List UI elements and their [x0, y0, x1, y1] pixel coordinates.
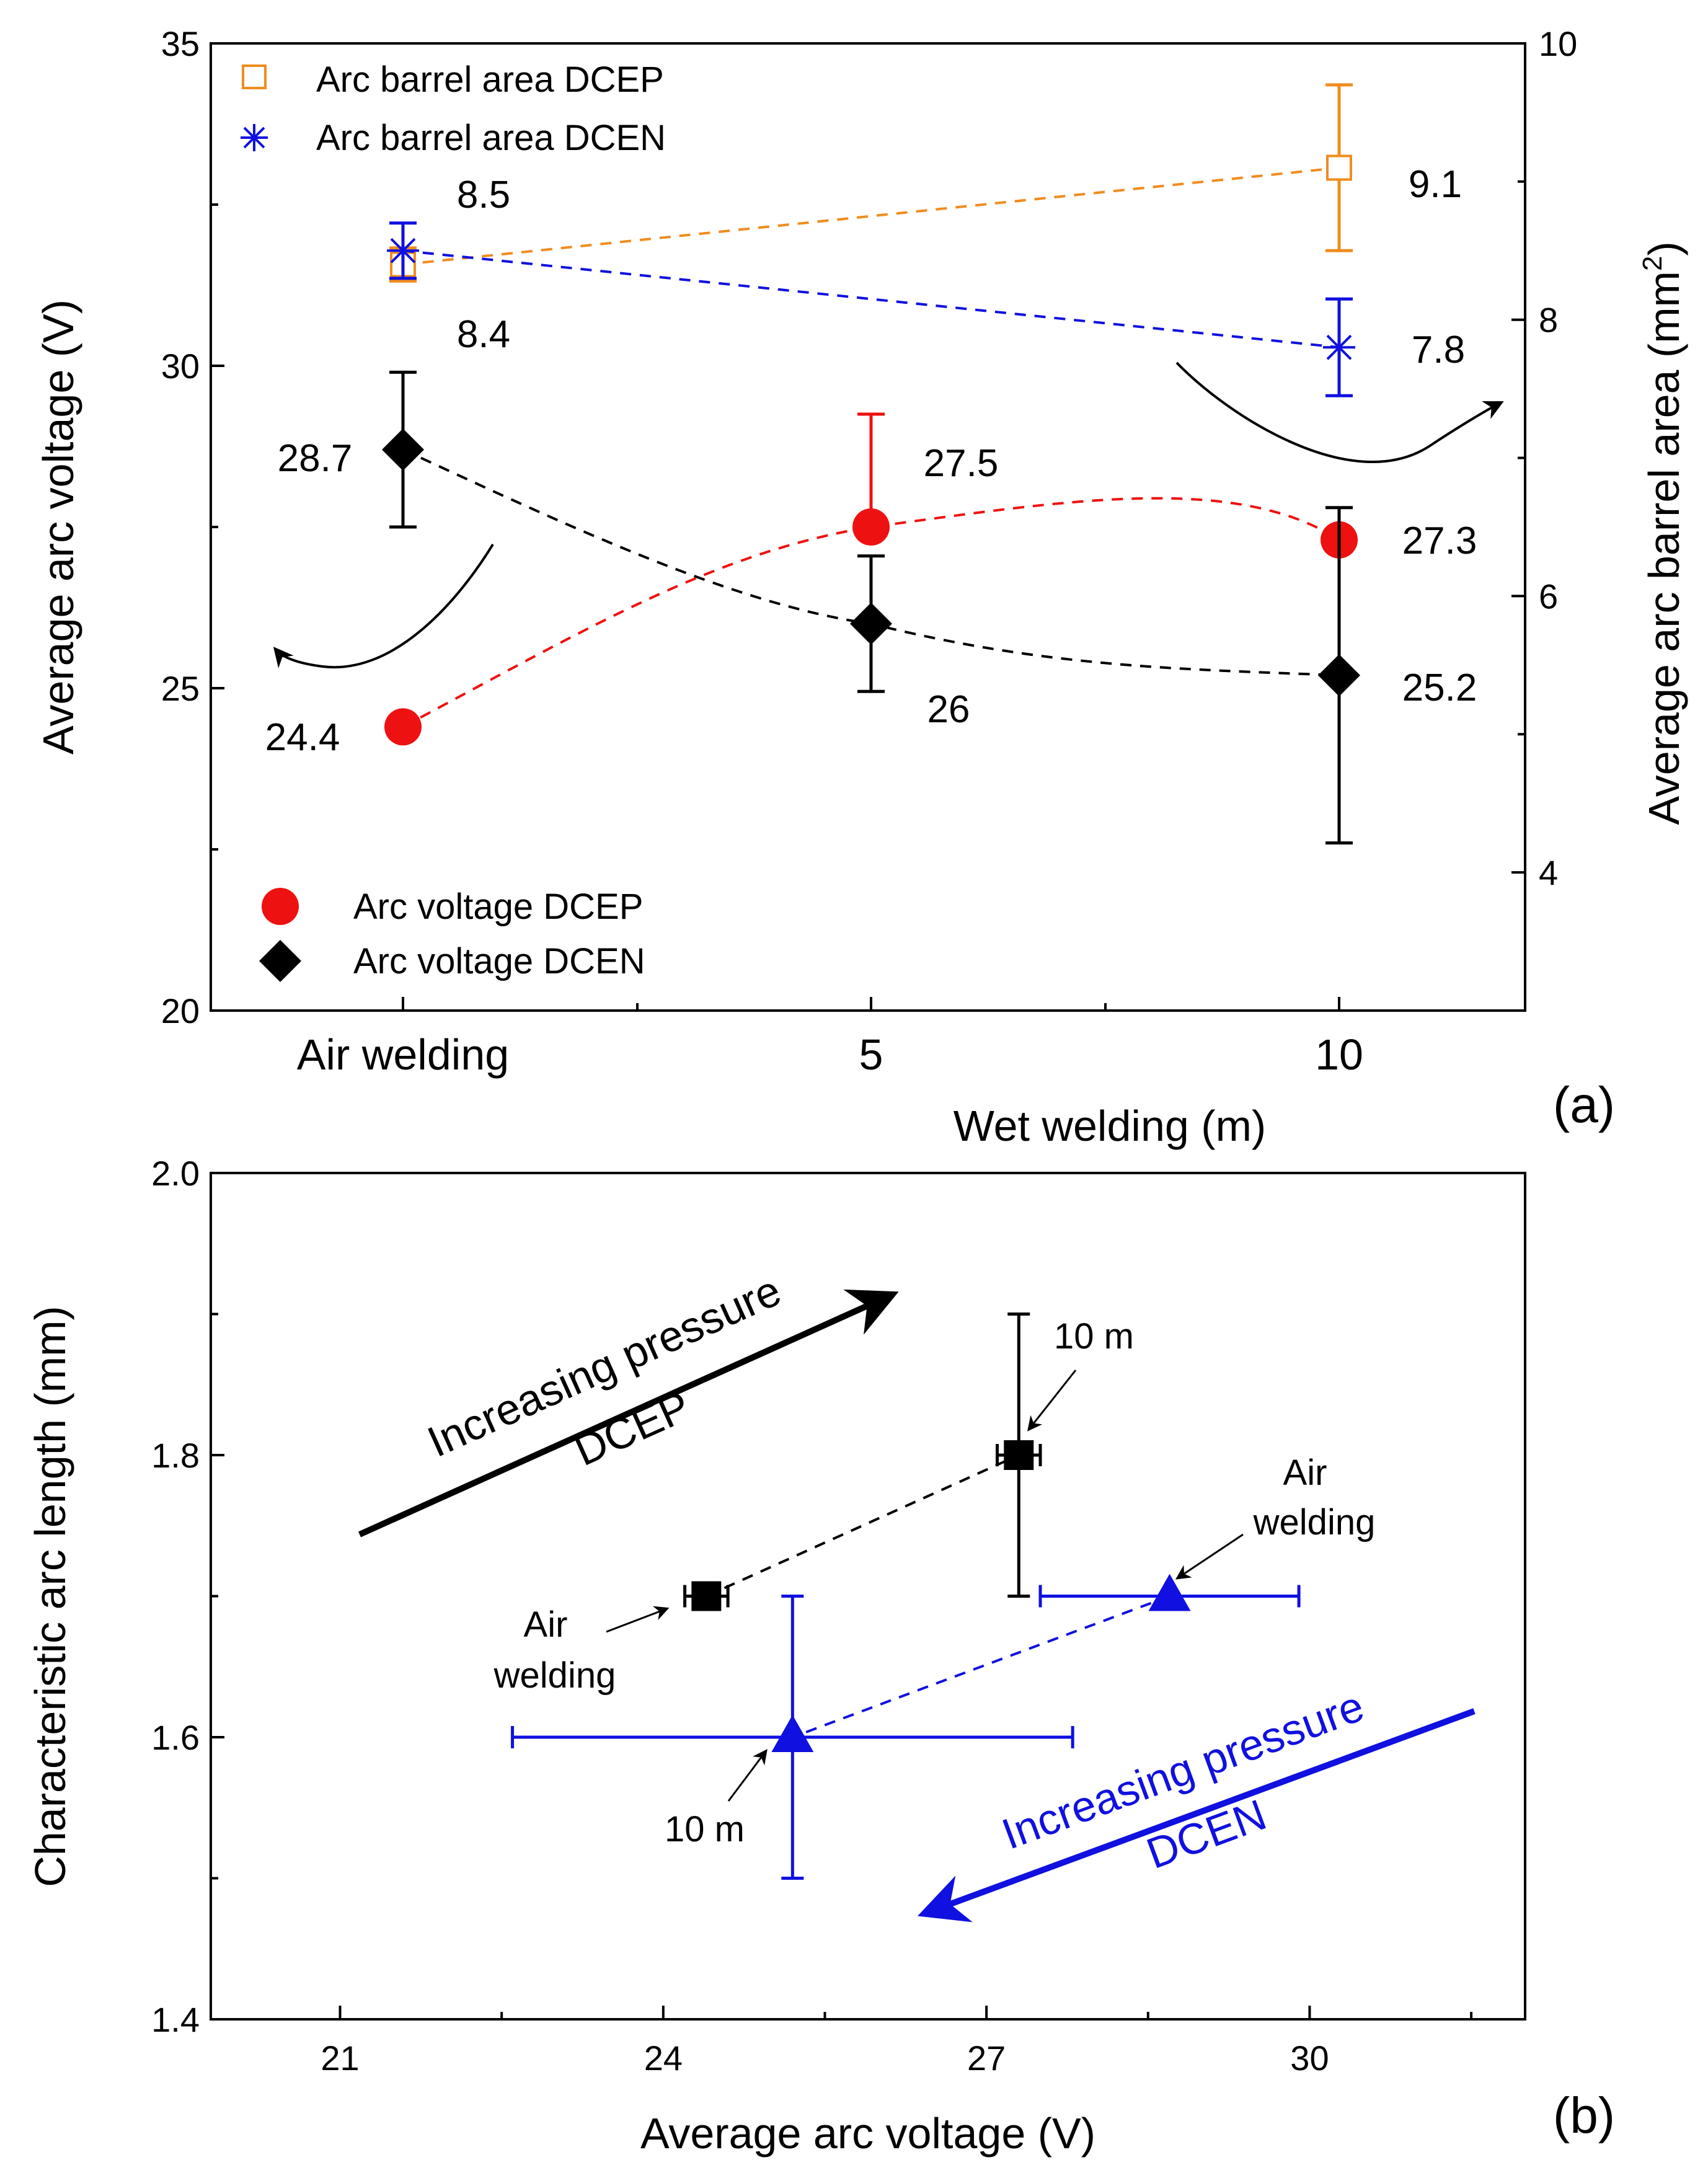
y-tick-label: 1.4: [151, 2000, 200, 2039]
data-label: 9.1: [1409, 163, 1462, 206]
ylabel-right-main: Average arc barrel area (mm: [1640, 271, 1688, 825]
data-label: 8.5: [457, 174, 510, 216]
x-tick-label: 10: [1315, 1030, 1363, 1079]
x-tick-label: Air welding: [297, 1030, 509, 1079]
ylabel-right-close: ): [1640, 241, 1688, 255]
legend-label-barrel-dcen: Arc barrel area DCEN: [316, 118, 666, 158]
panel-b: 21 24 27 30 1.4 1.6 1.8 2.0 Characteristic arc …: [26, 1154, 1615, 2158]
panel-a-xlabel: Wet welding (m): [954, 1102, 1266, 1150]
series-voltage-dcep-line: [402, 497, 1340, 728]
y-tick-label: 1.8: [151, 1436, 200, 1475]
legend-label-voltage-dcep: Arc voltage DCEP: [353, 887, 643, 927]
point-voltage-dcen: [850, 603, 892, 645]
anno-dcen-10m: 10 m: [665, 1809, 745, 1849]
panel-a-tag: (a): [1553, 1077, 1615, 1133]
anno-dcen-air-pointer: [1175, 1533, 1244, 1580]
point-dcep: [1004, 1440, 1034, 1470]
y-tick-label: 1.6: [151, 1718, 200, 1757]
y-tick-label: 2.0: [151, 1154, 200, 1193]
point-dcen: [771, 1715, 814, 1752]
panel-a-axes: 20 25 30 35 4 6 8 10 Air welding 5 10: [161, 24, 1578, 1079]
series-dcep-line: [706, 1454, 1020, 1598]
y-right-tick-label: 6: [1539, 577, 1558, 616]
data-label: 27.5: [924, 442, 999, 485]
panel-a-series: 8.5 8.4 9.1 7.8 28.7 27.5 27.3 26 25.2 24.4: [265, 83, 1477, 845]
panel-a: 20 25 30 35 4 6 8 10 Air welding 5 10 8.5 8.4 9.1 7.8…: [34, 24, 1688, 1150]
point-voltage-dcen: [1318, 654, 1360, 697]
y-left-tick-label: 30: [161, 347, 200, 386]
arrow-increasing-pressure-dcen: [917, 1708, 1476, 1923]
series-barrel-dcen-line: [402, 249, 1340, 349]
panel-a-ylabel-left: Average arc voltage (V): [34, 299, 82, 755]
data-label: 24.4: [265, 716, 340, 759]
panel-b-frame: [210, 1172, 1526, 2021]
label-dcen-arrow: Increasing pressure DCEN: [996, 1681, 1370, 1878]
panel-b-series: [511, 1313, 1301, 1880]
asterisk-stroke: [1326, 334, 1352, 360]
y-left-tick-label: 25: [161, 669, 200, 708]
x-tick-label: 24: [644, 2039, 683, 2078]
y-right-tick-label: 4: [1539, 853, 1558, 892]
label-dcep-arrow: Increasing pressure DCEP: [420, 1266, 788, 1475]
curve-arrow-right: [1175, 361, 1504, 464]
x-tick-label: 21: [321, 2039, 359, 2078]
x-tick-label: 5: [859, 1030, 883, 1079]
y-right-tick-label: 8: [1539, 301, 1558, 340]
anno-dcen-10m-pointer: [727, 1749, 768, 1802]
curve-arrow-left: [273, 543, 494, 669]
data-label: 27.3: [1402, 520, 1477, 562]
anno-dcen-air-2: welding: [1253, 1502, 1376, 1543]
anno-dcep-air-1: Air: [524, 1605, 568, 1645]
point-barrel-dcen: [1323, 331, 1355, 364]
legend-marker-barrel-dcep: [242, 64, 267, 89]
series-barrel-dcep-line: [402, 166, 1340, 266]
anno-dcep-10m-pointer: [1027, 1370, 1077, 1432]
panel-a-ylabel-right: Average arc barrel area (mm2): [1637, 241, 1688, 825]
point-barrel-dcep: [1326, 154, 1352, 181]
series-dcen-line: [792, 1595, 1170, 1738]
y-left-tick-label: 35: [161, 24, 200, 63]
ylabel-right-sup: 2: [1637, 256, 1668, 271]
y-right-tick-label: 10: [1539, 24, 1577, 63]
anno-dcep-air-2: welding: [493, 1655, 616, 1696]
panel-b-xlabel: Average arc voltage (V): [640, 2109, 1095, 2158]
data-label: 25.2: [1402, 666, 1477, 709]
data-label: 8.4: [457, 313, 510, 356]
y-left-tick-label: 20: [161, 991, 200, 1030]
anno-dcen-air-1: Air: [1283, 1453, 1327, 1493]
data-label: 28.7: [278, 437, 353, 480]
legend-marker-voltage-dcep: [262, 888, 299, 925]
panel-b-axes: 21 24 27 30 1.4 1.6 1.8 2.0: [151, 1154, 1473, 2078]
data-label: 26: [927, 688, 970, 731]
legend-marker-voltage-dcen: [259, 940, 301, 982]
legend-marker-barrel-dcen: [241, 124, 268, 151]
legend-label-barrel-dcep: Arc barrel area DCEP: [316, 60, 664, 100]
panel-b-tag: (b): [1553, 2087, 1615, 2144]
asterisk-stroke: [390, 237, 416, 263]
point-barrel-dcen: [387, 234, 419, 267]
point-dcep: [691, 1581, 722, 1611]
point-voltage-dcep: [384, 708, 422, 746]
anno-dcep-air-pointer: [606, 1606, 670, 1633]
x-tick-label: 27: [967, 2039, 1006, 2078]
panel-b-ylabel: Characteristic arc length (mm): [26, 1306, 74, 1887]
legend-label-voltage-dcen: Arc voltage DCEN: [353, 941, 645, 981]
point-dcen: [1148, 1574, 1191, 1611]
anno-dcep-10m: 10 m: [1054, 1316, 1134, 1357]
data-label: 7.8: [1412, 329, 1465, 371]
point-voltage-dcen: [382, 428, 424, 471]
x-tick-label: 30: [1290, 2039, 1329, 2078]
arrow-increasing-pressure-dcep: [358, 1289, 899, 1538]
point-voltage-dcep: [852, 508, 890, 546]
